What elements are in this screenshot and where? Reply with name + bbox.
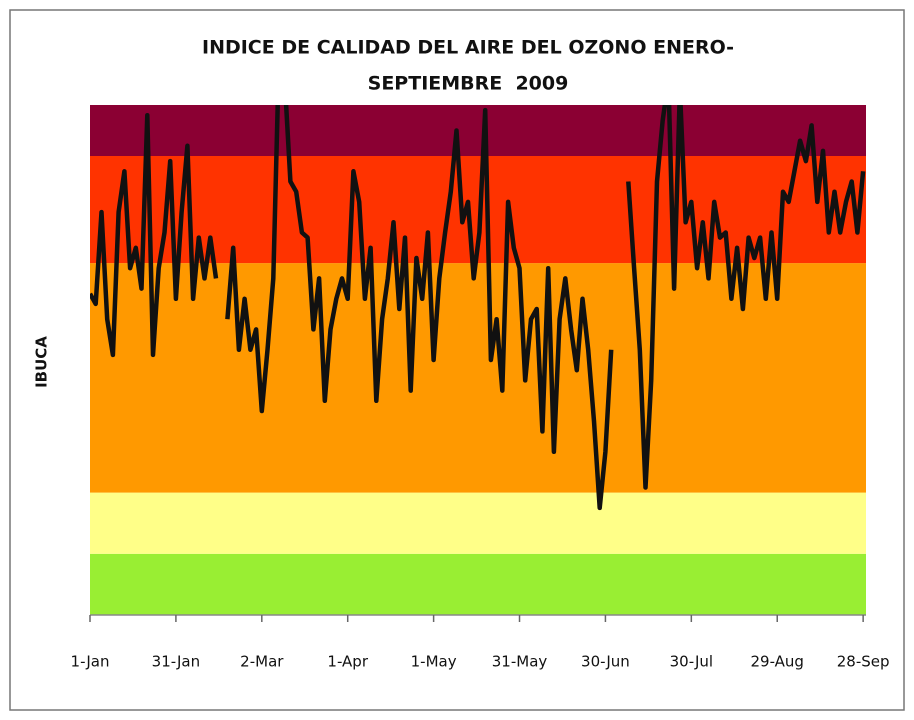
band <box>90 263 866 493</box>
band <box>90 492 866 554</box>
x-tick-label: 31-May <box>492 653 548 671</box>
y-axis-label: IBUCA <box>33 336 51 388</box>
plot-area <box>90 105 866 511</box>
band <box>90 105 866 156</box>
band <box>90 553 866 615</box>
x-tick-label: 1-Apr <box>327 653 368 671</box>
chart-title: INDICE DE CALIDAD DEL AIRE DEL OZONO ENE… <box>202 37 734 59</box>
x-tick-label: 1-Jan <box>71 653 110 671</box>
x-tick-label: 31-Jan <box>152 653 200 671</box>
x-tick-label: 1-May <box>411 653 457 671</box>
x-tick-label: 30-Jul <box>670 653 713 671</box>
x-tick-label: 29-Aug <box>750 653 803 671</box>
data-line <box>90 105 866 511</box>
x-tick-label: 30-Jun <box>581 653 630 671</box>
chart-title: SEPTIEMBRE 2009 <box>368 73 569 95</box>
x-tick-label: 28-Sep <box>837 653 890 671</box>
x-tick-label: 2-Mar <box>240 653 284 671</box>
